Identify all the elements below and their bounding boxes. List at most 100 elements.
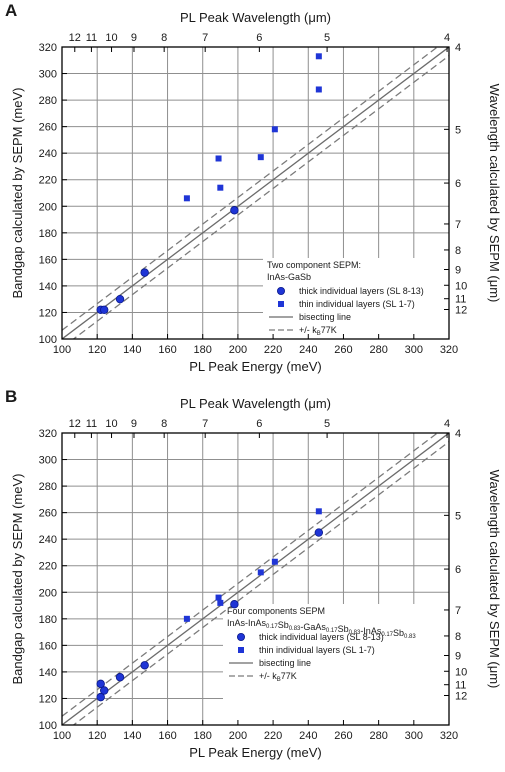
x-tick-label: 280 [369, 730, 387, 742]
right-tick-label: 10 [455, 280, 467, 292]
y-tick-label: 140 [39, 281, 57, 293]
legend-entry-label: bisecting line [259, 658, 311, 668]
data-point-square [215, 155, 222, 162]
data-point-square [257, 569, 264, 576]
top-tick-label: 12 [69, 418, 81, 430]
data-point-square [215, 594, 222, 601]
right-tick-label: 9 [455, 651, 461, 663]
y-tick-label: 320 [39, 428, 57, 440]
legend-entry-label: thick individual layers (SL 8-13) [259, 632, 384, 642]
y-tick-label: 260 [39, 122, 57, 134]
legend-subtitle: InAs-InAs0.17Sb0.83-GaAs0.17Sb0.83-InAs0… [227, 618, 416, 640]
right-axis-label: Wavelength calculated by SEPM (μm) [487, 470, 502, 689]
top-tick-label: 5 [324, 418, 330, 430]
data-point-circle [96, 692, 105, 702]
y-tick-label: 240 [39, 148, 57, 160]
reference-lines [62, 47, 449, 339]
data-point-circle [115, 294, 125, 304]
x-tick-label: 280 [369, 344, 387, 356]
data-point-circle [115, 673, 125, 682]
panel-label: A [5, 1, 17, 20]
legend-entry-label: thick individual layers (SL 8-13) [299, 286, 424, 296]
data-point-square [183, 615, 190, 622]
x-tick-label: 260 [334, 344, 352, 356]
top-tick-label: 7 [202, 32, 208, 44]
y-tick-label: 140 [39, 667, 57, 679]
x-tick-label: 140 [123, 730, 141, 742]
x-tick-label: 240 [299, 344, 317, 356]
data-point-square [217, 184, 224, 191]
reference-lines [62, 433, 449, 725]
data-point-circle [100, 305, 109, 314]
top-axis-label: PL Peak Wavelength (μm) [180, 396, 331, 411]
x-tick-label: 200 [229, 730, 247, 742]
plot-frame [61, 432, 450, 726]
x-tick-label: 140 [123, 344, 141, 356]
top-tick-label: 10 [105, 418, 117, 430]
y-axis-label: Bandgap calculated by SEPM (meV) [10, 474, 25, 685]
legend-subtitle: InAs-GaSb [267, 272, 311, 282]
y-tick-label: 300 [39, 69, 57, 81]
right-tick-label: 8 [455, 631, 461, 643]
right-tick-label: 10 [455, 666, 467, 678]
data-point-square [271, 558, 278, 565]
x-tick-label: 320 [440, 730, 458, 742]
y-tick-label: 160 [39, 254, 57, 266]
x-tick-label: 100 [53, 730, 71, 742]
right-tick-label: 6 [455, 178, 461, 190]
x-tick-label: 260 [334, 730, 352, 742]
y-tick-label: 200 [39, 201, 57, 213]
data-point-square [315, 86, 322, 93]
y-tick-label: 300 [39, 455, 57, 467]
x-tick-label: 300 [405, 344, 423, 356]
right-tick-label: 7 [455, 219, 461, 231]
top-tick-label: 8 [161, 32, 167, 44]
data-point-circle [140, 268, 149, 277]
legend-entry-label: thin individual layers (SL 1-7) [259, 645, 375, 655]
top-tick-label: 6 [256, 418, 262, 430]
data-point-square [315, 53, 322, 60]
data-point-circle [140, 661, 149, 670]
x-tick-label: 160 [158, 730, 176, 742]
x-tick-label: 200 [229, 344, 247, 356]
top-tick-label: 10 [105, 32, 117, 44]
legend-marker-square [278, 301, 284, 307]
top-tick-label: 7 [202, 418, 208, 430]
legend-title: Four components SEPM [227, 606, 325, 616]
y-tick-label: 240 [39, 534, 57, 546]
legend-entry-label: +/- kB77K [259, 671, 297, 683]
right-tick-label: 12 [455, 691, 467, 703]
legend-marker-circle [236, 632, 245, 641]
y-tick-label: 280 [39, 95, 57, 107]
x-tick-label: 300 [405, 730, 423, 742]
right-tick-label: 6 [455, 564, 461, 576]
legend-marker-circle [276, 286, 285, 295]
chart-b-svg: 100 120 140 160 180 200 220 240 260 280 300 320 100 1… [5, 387, 502, 760]
x-tick-label: 220 [264, 730, 282, 742]
top-tick-label: 4 [444, 418, 450, 430]
legend-entry-label: thin individual layers (SL 1-7) [299, 299, 415, 309]
x-axis-label: PL Peak Energy (meV) [189, 745, 321, 760]
bisecting-line [62, 433, 449, 725]
legend-box [223, 604, 449, 725]
y-tick-label: 260 [39, 508, 57, 520]
plot-frame [61, 46, 450, 340]
y-tick-label: 220 [39, 175, 57, 187]
right-tick-label: 11 [455, 294, 466, 306]
data-point-circle [100, 686, 109, 695]
legend-entry-label: bisecting line [299, 312, 351, 322]
panel-label: B [5, 387, 17, 406]
right-tick-label: 4 [455, 428, 461, 440]
data-point-square [271, 126, 278, 133]
right-axis-label: Wavelength calculated by SEPM (μm) [487, 84, 502, 303]
bisecting-line [62, 47, 449, 339]
data-point-circle [314, 528, 324, 537]
legend-box [263, 258, 449, 339]
x-tick-label: 160 [158, 344, 176, 356]
top-tick-label: 11 [86, 32, 97, 44]
chart-a-svg: 100 120 140 160 180 200 220 240 260 280 300 320 100 1… [5, 1, 502, 374]
top-tick-label: 11 [86, 418, 97, 430]
kb77k-dashed-line [72, 55, 449, 339]
kb77k-dashed-line [62, 433, 439, 717]
y-tick-label: 320 [39, 42, 57, 54]
